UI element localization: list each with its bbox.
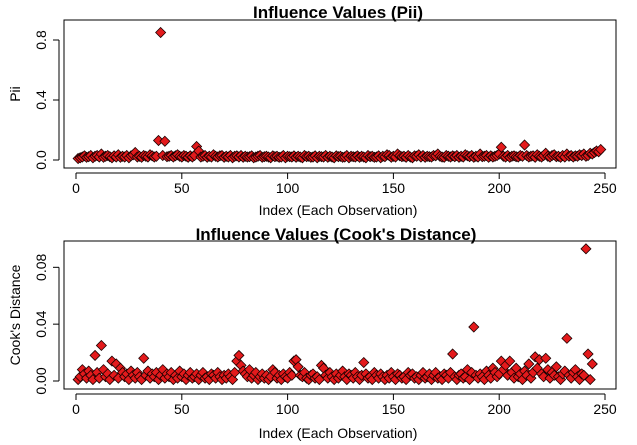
- y-ticks: 0.0 0.4 0.8: [33, 30, 60, 170]
- data-point: [89, 349, 101, 361]
- data-point: [159, 135, 171, 147]
- x-ticks: 0 50 100 150 200 250: [72, 393, 617, 417]
- data-point: [504, 355, 516, 367]
- data-point: [292, 361, 304, 373]
- y-axis-label: Cook's Distance: [7, 264, 23, 365]
- data-point: [495, 141, 507, 153]
- y-tick-label: 0.04: [33, 310, 49, 337]
- data-point: [286, 369, 298, 381]
- data-point: [358, 356, 370, 369]
- pii-panel: Influence Values (Pii) Index (Each Obser…: [7, 3, 617, 218]
- data-point: [447, 348, 459, 360]
- data-points: [72, 243, 598, 386]
- chart-title: Influence Values (Cook's Distance): [196, 225, 477, 244]
- x-tick-label: 250: [593, 180, 617, 196]
- x-tick-label: 250: [593, 401, 617, 417]
- x-tick-label: 200: [488, 180, 512, 196]
- data-point: [580, 243, 592, 255]
- chart-title: Influence Values (Pii): [253, 3, 423, 22]
- y-tick-label: 0.08: [33, 253, 49, 280]
- data-point: [584, 374, 596, 386]
- plot-frame: [63, 240, 617, 390]
- data-point: [468, 321, 480, 333]
- data-point: [578, 369, 590, 381]
- x-tick-label: 100: [276, 401, 300, 417]
- y-ticks: 0.00 0.04 0.08: [33, 253, 60, 395]
- x-axis-label: Index (Each Observation): [259, 425, 418, 441]
- x-tick-label: 0: [72, 180, 80, 196]
- data-point: [561, 332, 573, 344]
- y-tick-label: 0.4: [33, 90, 49, 110]
- y-axis-label: Pii: [7, 86, 23, 102]
- data-point: [523, 358, 535, 370]
- x-tick-label: 150: [382, 180, 406, 196]
- x-tick-label: 150: [382, 401, 406, 417]
- data-point: [550, 361, 562, 373]
- data-points: [72, 26, 607, 165]
- data-point: [586, 358, 598, 370]
- x-ticks: 0 50 100 150 200 250: [72, 172, 617, 196]
- x-tick-label: 100: [276, 180, 300, 196]
- cooks-distance-panel: Influence Values (Cook's Distance) Index…: [7, 225, 617, 441]
- data-point: [95, 339, 107, 352]
- data-point: [538, 371, 550, 383]
- data-point: [138, 352, 150, 364]
- x-tick-label: 0: [72, 401, 80, 417]
- y-tick-label: 0.00: [33, 367, 49, 394]
- x-tick-label: 50: [174, 401, 190, 417]
- x-tick-label: 50: [174, 180, 190, 196]
- data-point: [233, 349, 245, 361]
- plot-frame: [63, 19, 617, 169]
- data-point: [540, 352, 552, 364]
- data-point: [595, 143, 607, 156]
- y-tick-label: 0.0: [33, 150, 49, 170]
- y-tick-label: 0.8: [33, 30, 49, 50]
- data-point: [519, 139, 531, 151]
- data-point: [582, 348, 594, 360]
- x-tick-label: 200: [488, 401, 512, 417]
- data-point: [155, 26, 167, 39]
- x-axis-label: Index (Each Observation): [259, 202, 418, 218]
